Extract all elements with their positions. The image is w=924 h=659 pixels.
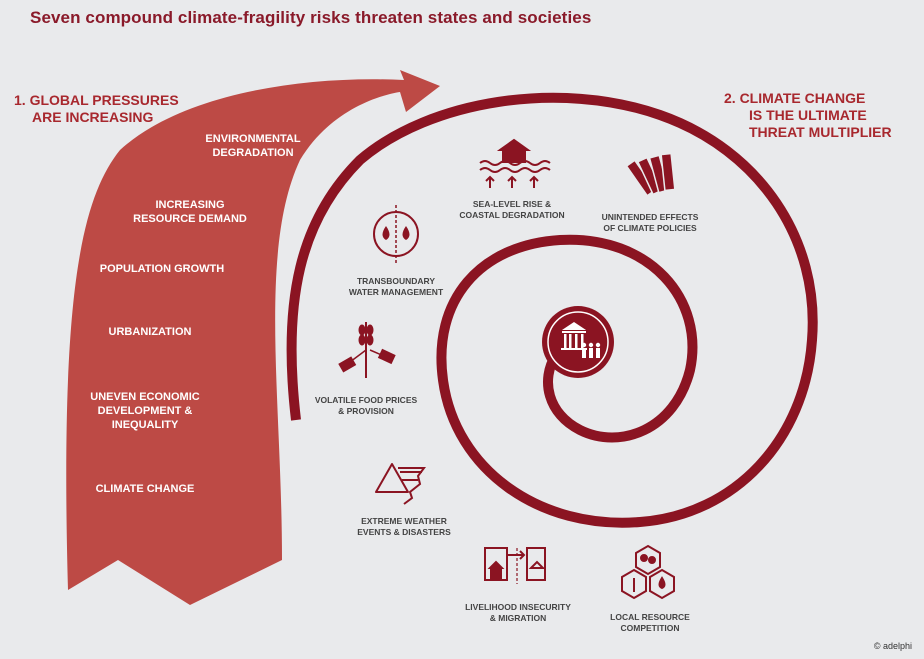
center-circle xyxy=(542,306,614,378)
risk-line: EXTREME WEATHER xyxy=(361,516,447,526)
risk-sea-level-rise: SEA-LEVEL RISE & COASTAL DEGRADATION xyxy=(459,199,564,221)
pressure-line: DEVELOPMENT & xyxy=(97,405,193,417)
global-pressures-arrow xyxy=(66,70,440,605)
risk-livelihood-insecurity: LIVELIHOOD INSECURITY & MIGRATION xyxy=(465,602,571,624)
pressure-line: POPULATION GROWTH xyxy=(99,263,225,275)
left-heading: 1. GLOBAL PRESSURES ARE INCREASING xyxy=(14,92,179,126)
risk-volatile-food-prices: VOLATILE FOOD PRICES & PROVISION xyxy=(315,395,417,417)
risk-line: UNINTENDED EFFECTS xyxy=(601,212,699,222)
pressure-line: DEGRADATION xyxy=(212,147,294,159)
right-heading-line3: THREAT MULTIPLIER xyxy=(749,124,892,140)
risk-line: LIVELIHOOD INSECURITY xyxy=(465,602,571,612)
right-heading: 2. CLIMATE CHANGE IS THE ULTIMATE THREAT… xyxy=(724,90,892,141)
wheat-price-tag-icon xyxy=(338,322,396,378)
risk-line: OF CLIMATE POLICIES xyxy=(603,223,697,233)
credit-text: © adelphi xyxy=(873,641,912,651)
pressure-urbanization: URBANIZATION xyxy=(109,325,192,339)
risk-line: & PROVISION xyxy=(338,406,394,416)
pressure-increasing-resource-demand: INCREASING RESOURCE DEMAND xyxy=(133,198,247,226)
migration-icon xyxy=(484,547,546,584)
risk-unintended-effects: UNINTENDED EFFECTS OF CLIMATE POLICIES xyxy=(602,212,699,234)
water-drops-icon xyxy=(373,205,419,265)
pressure-uneven-economic-development: UNEVEN ECONOMIC DEVELOPMENT & INEQUALITY xyxy=(90,390,199,432)
risk-line: & MIGRATION xyxy=(489,613,547,623)
risk-line: WATER MANAGEMENT xyxy=(348,287,444,297)
risk-line: EVENTS & DISASTERS xyxy=(357,527,451,537)
risk-extreme-weather: EXTREME WEATHER EVENTS & DISASTERS xyxy=(357,516,451,538)
left-heading-line1: 1. GLOBAL PRESSURES xyxy=(14,92,179,108)
pressure-line: RESOURCE DEMAND xyxy=(133,213,247,225)
risk-line: TRANSBOUNDARY xyxy=(356,276,436,286)
falling-dominoes-icon xyxy=(625,152,676,197)
page-title: Seven compound climate-fragility risks t… xyxy=(30,8,592,27)
risk-line: SEA-LEVEL RISE & xyxy=(472,199,552,209)
risk-line: LOCAL RESOURCE xyxy=(610,612,690,622)
pressure-population-growth: POPULATION GROWTH xyxy=(100,262,224,276)
risk-local-resource-competition: LOCAL RESOURCE COMPETITION xyxy=(610,612,690,634)
tornado-icon xyxy=(375,463,426,505)
risk-line: VOLATILE FOOD PRICES xyxy=(314,395,418,405)
pressure-line: URBANIZATION xyxy=(108,326,192,338)
pressure-line: CLIMATE CHANGE xyxy=(95,483,195,495)
pressure-climate-change: CLIMATE CHANGE xyxy=(96,482,195,496)
risk-line: COMPETITION xyxy=(620,623,680,633)
risk-transboundary-water: TRANSBOUNDARY WATER MANAGEMENT xyxy=(349,276,443,298)
threat-spiral xyxy=(286,92,818,528)
risk-line: COASTAL DEGRADATION xyxy=(459,210,565,220)
pressure-line: INEQUALITY xyxy=(111,419,179,431)
right-heading-line1: 2. CLIMATE CHANGE xyxy=(724,90,866,106)
left-heading-line2: ARE INCREASING xyxy=(32,109,154,125)
right-heading-line2: IS THE ULTIMATE xyxy=(749,107,867,123)
flooded-house-icon xyxy=(479,138,551,188)
resource-hexagons-icon xyxy=(621,544,675,600)
pressure-environmental-degradation: ENVIRONMENTAL DEGRADATION xyxy=(205,132,300,160)
pressure-line: UNEVEN ECONOMIC xyxy=(90,391,200,403)
pressure-line: ENVIRONMENTAL xyxy=(205,133,301,145)
government-people-icon xyxy=(561,322,601,358)
pressure-line: INCREASING xyxy=(155,199,225,211)
